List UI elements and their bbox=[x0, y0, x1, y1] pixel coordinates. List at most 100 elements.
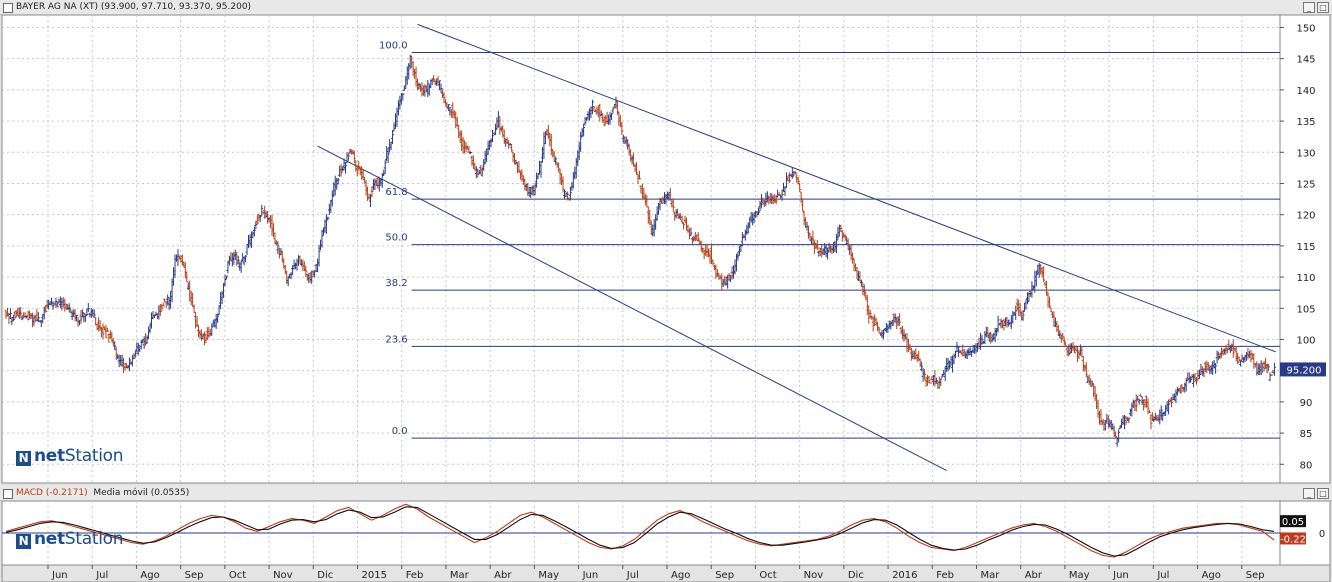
ohlc-bar bbox=[468, 151, 472, 155]
ohlc-bar bbox=[1267, 364, 1271, 372]
ohlc-bar bbox=[839, 224, 843, 232]
ohlc-bar bbox=[352, 150, 356, 164]
ohlc-bar bbox=[223, 274, 227, 287]
x-axis-tick-label: Dic bbox=[317, 570, 333, 581]
ohlc-bar bbox=[648, 209, 652, 226]
ohlc-bar bbox=[326, 216, 330, 221]
ohlc-bar bbox=[355, 165, 359, 177]
ohlc-bar bbox=[92, 309, 96, 318]
ohlc-bar bbox=[1061, 332, 1065, 339]
maximize-button[interactable]: □ bbox=[1317, 2, 1329, 13]
ohlc-bar bbox=[439, 83, 443, 94]
x-axis-tick-label: May bbox=[538, 570, 559, 581]
last-price-tag bbox=[1280, 362, 1326, 377]
y-axis-tick-label: 110 bbox=[1296, 273, 1315, 284]
ohlc-bar bbox=[114, 347, 118, 360]
ohlc-bar bbox=[67, 303, 71, 313]
macd-zero-label: 0 bbox=[1319, 529, 1325, 540]
ohlc-bar bbox=[1272, 362, 1276, 376]
ohlc-bar bbox=[510, 143, 514, 152]
ohlc-bar bbox=[192, 304, 196, 314]
x-axis-tick-label: Feb bbox=[406, 570, 424, 581]
ohlc-bar bbox=[671, 198, 675, 212]
x-axis-tick-label: Ago bbox=[671, 570, 690, 581]
ohlc-bar bbox=[401, 93, 405, 101]
macd-panel-menu-icon[interactable] bbox=[3, 489, 13, 499]
fibonacci-label: 38.2 bbox=[385, 278, 407, 289]
ohlc-bar bbox=[346, 153, 350, 161]
ohlc-bar bbox=[105, 327, 109, 332]
ohlc-bar bbox=[1137, 398, 1141, 405]
y-axis-tick-label: 120 bbox=[1296, 211, 1315, 222]
macd-minimize-button[interactable]: _ bbox=[1303, 488, 1315, 499]
ohlc-bar bbox=[1048, 296, 1052, 308]
ohlc-bar bbox=[923, 369, 927, 380]
macd-panel-titlebar[interactable]: MACD (-0.2171) Media móvil (0.0535) _ □ bbox=[0, 486, 1332, 501]
x-axis-tick-label: Nov bbox=[804, 570, 824, 581]
main-panel-titlebar[interactable]: BAYER AG NA (XT) (93.900, 97.710, 93.370… bbox=[0, 0, 1332, 15]
y-axis-tick-label: 90 bbox=[1300, 398, 1313, 409]
ohlc-bar bbox=[579, 131, 583, 152]
x-axis-tick-label: May bbox=[1069, 570, 1090, 581]
netstation-logo-station: Station bbox=[64, 529, 124, 549]
ohlc-bar bbox=[13, 311, 17, 319]
ohlc-bar bbox=[383, 160, 387, 174]
ohlc-bar bbox=[224, 275, 228, 280]
ohlc-bar bbox=[176, 249, 180, 267]
fibonacci-label: 23.6 bbox=[385, 334, 407, 345]
y-axis-tick-label: 140 bbox=[1296, 86, 1315, 97]
ohlc-bar bbox=[11, 314, 15, 322]
x-axis-tick-label: Ago bbox=[140, 570, 159, 581]
macd-chart[interactable]: Jun Jul Ago Sep Oct Nov Dic 2015 Feb Mar Abr May Jun… bbox=[0, 501, 1332, 582]
y-axis-tick-label: 125 bbox=[1296, 179, 1315, 190]
ohlc-bar bbox=[610, 113, 614, 121]
fibonacci-label: 61.8 bbox=[385, 187, 407, 198]
ohlc-bar bbox=[658, 197, 662, 211]
ohlc-bar bbox=[568, 186, 572, 201]
panel-menu-icon[interactable] bbox=[3, 3, 13, 13]
ohlc-bar bbox=[996, 315, 1000, 333]
ohlc-bar bbox=[344, 162, 348, 174]
fibonacci-label: 50.0 bbox=[385, 233, 407, 244]
x-axis-tick-label: Mar bbox=[450, 570, 470, 581]
ohlc-bar bbox=[862, 284, 866, 297]
ohlc-bar bbox=[1127, 417, 1131, 424]
ohlc-bar bbox=[426, 79, 430, 98]
netstation-logo-net: net bbox=[34, 446, 65, 466]
ohlc-bar bbox=[843, 234, 847, 241]
ohlc-bar bbox=[36, 312, 40, 323]
signal-line bbox=[5, 506, 1275, 557]
ohlc-bar bbox=[689, 227, 693, 236]
ohlc-bar bbox=[1149, 414, 1153, 430]
ohlc-bar bbox=[207, 326, 211, 338]
x-axis-tick-label: Dic bbox=[848, 570, 864, 581]
ohlc-bar bbox=[793, 171, 797, 175]
x-axis-tick-label: Jun bbox=[1112, 570, 1129, 581]
ohlc-bar bbox=[939, 378, 943, 387]
x-axis-area bbox=[1, 564, 1331, 582]
ohlc-bar bbox=[310, 270, 314, 284]
ohlc-bar bbox=[592, 106, 596, 112]
ohlc-bar bbox=[796, 176, 800, 185]
ohlc-bar bbox=[1249, 349, 1253, 363]
ohlc-bar bbox=[1269, 374, 1273, 376]
plot-area bbox=[1, 15, 1281, 484]
price-chart[interactable]: 8085909510010511011512012513013514014515… bbox=[0, 15, 1332, 485]
x-axis-tick-label: Oct bbox=[759, 570, 776, 581]
macd-maximize-button[interactable]: □ bbox=[1317, 488, 1329, 499]
ohlc-bar bbox=[1159, 405, 1163, 421]
ohlc-bar bbox=[8, 308, 12, 320]
ohlc-bar bbox=[1014, 305, 1018, 321]
ohlc-bar bbox=[83, 315, 87, 322]
fibonacci-label: 0.0 bbox=[392, 426, 408, 437]
x-axis-tick-label: Jul bbox=[1156, 570, 1169, 581]
moving-average-title: Media móvil (0.0535) bbox=[93, 488, 190, 498]
ohlc-bar bbox=[1084, 361, 1088, 378]
channel-line bbox=[317, 145, 947, 471]
x-axis-tick-label: Jul bbox=[95, 570, 108, 581]
ohlc-bar bbox=[1262, 360, 1266, 372]
minimize-button[interactable]: _ bbox=[1303, 2, 1315, 13]
